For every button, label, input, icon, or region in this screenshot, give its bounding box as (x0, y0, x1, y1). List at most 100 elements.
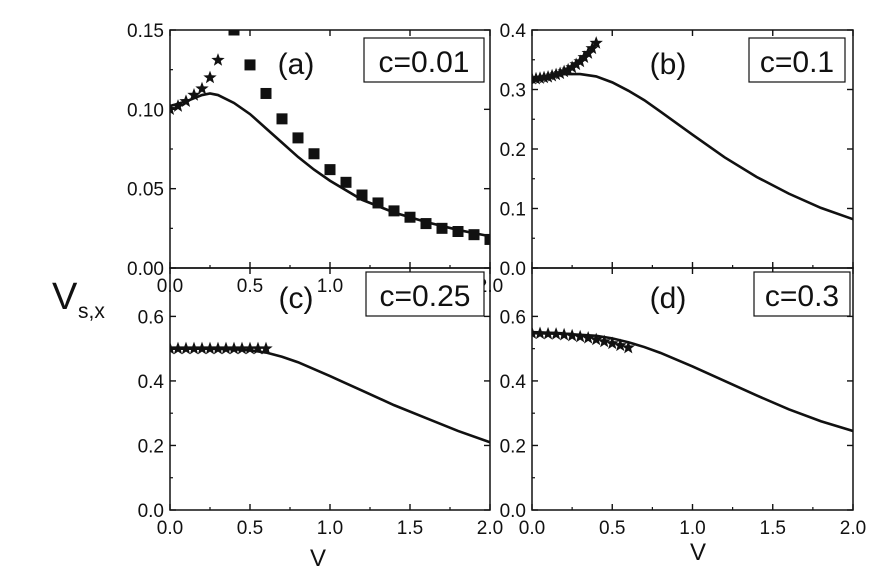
x-axis-label-right: V (690, 539, 706, 566)
x-tick-label: 0.5 (237, 518, 263, 539)
annotation-box (753, 271, 851, 317)
star-point (621, 340, 635, 354)
x-axis-label-left: V (310, 545, 326, 572)
star-point (565, 60, 579, 74)
y-tick-label: 0.4 (138, 372, 165, 393)
x-tick-label: 1.5 (397, 518, 423, 539)
square-point (324, 164, 336, 176)
square-point (260, 87, 272, 99)
star-point (171, 341, 185, 355)
y-tick-label: 0.2 (138, 436, 164, 457)
star-point (577, 50, 591, 64)
star-point (605, 336, 619, 350)
chart-panel-1: 0.000.050.100.150.00.51.01.52.0(a)c=0.01 (127, 21, 503, 297)
series-line (170, 347, 490, 444)
star-point (573, 54, 587, 68)
square-point (468, 229, 480, 241)
y-tick-label: 0.00 (127, 259, 164, 280)
star-point (589, 332, 603, 346)
square-point (404, 211, 416, 223)
chart-panel-2: 0.0 0.1 0.2 0.3 0.4 (b) c=0.1 (500, 21, 854, 280)
x-tick-label: 2.0 (840, 518, 866, 539)
y-tick-label: 0.10 (127, 100, 164, 121)
annotation-text: c=0.25 (380, 280, 471, 313)
plot-area (170, 341, 490, 444)
y-tick-label: 0.3 (500, 81, 526, 102)
star-point (569, 57, 583, 71)
x-tick-label: 0.0 (519, 518, 545, 539)
y-axis-label: V (52, 276, 78, 318)
star-point (537, 70, 551, 84)
y-tick-label: 0.15 (127, 21, 164, 42)
y-tick-label: 0.2 (500, 436, 526, 457)
star-point (553, 66, 567, 80)
annotation-box (748, 37, 846, 83)
star-point (211, 341, 225, 355)
x-tick-label: 0.5 (599, 518, 625, 539)
square-point (292, 132, 304, 144)
square-point (276, 113, 288, 125)
series-line (532, 331, 853, 433)
star-point (613, 338, 627, 352)
plot-area (532, 326, 853, 433)
square-point (388, 205, 400, 217)
y-tick-label: 0.0 (138, 501, 164, 522)
panel-label: (a) (278, 48, 315, 81)
plot-area (170, 30, 490, 245)
star-point (203, 341, 217, 355)
star-point (171, 99, 185, 112)
x-tick-label: 1.5 (760, 518, 786, 539)
star-point (187, 341, 201, 355)
star-point (251, 341, 265, 355)
star-point (573, 329, 587, 343)
star-point (585, 41, 599, 55)
x-tick-label: 0.0 (157, 518, 183, 539)
y-axis-label-subscript: s,x (78, 300, 105, 323)
x-tick-label: 0.5 (237, 276, 263, 297)
panel-label: (c) (279, 282, 314, 315)
y-tick-label: 0.1 (500, 200, 526, 221)
plot-area (532, 36, 853, 221)
square-point (356, 189, 368, 201)
star-point (179, 94, 193, 108)
star-point (565, 328, 579, 342)
y-tick-label: 0.0 (500, 501, 526, 522)
star-point (227, 341, 241, 355)
star-point (195, 341, 209, 355)
annotation-box (363, 37, 485, 83)
y-tick-label: 0.05 (127, 180, 164, 201)
star-point (533, 326, 547, 340)
square-point (228, 30, 240, 36)
star-point (581, 331, 595, 344)
star-point (259, 341, 273, 355)
star-point (561, 62, 575, 76)
star-point (203, 70, 217, 84)
star-point (557, 64, 571, 78)
star-point (179, 341, 193, 355)
x-tick-label: 2.0 (477, 518, 503, 539)
annotation-text: c=0.01 (379, 46, 470, 79)
star-point (533, 71, 547, 84)
star-point (545, 68, 559, 82)
y-tick-label: 0.2 (500, 140, 526, 161)
annotation-text: c=0.3 (765, 280, 839, 313)
x-tick-label: 1.0 (317, 276, 343, 297)
y-tick-label: 0.0 (500, 259, 526, 280)
star-point (235, 341, 249, 355)
star-point (549, 67, 563, 81)
star-point (541, 326, 555, 340)
annotation-text: c=0.1 (760, 46, 834, 79)
x-tick-label: 1.0 (317, 518, 343, 539)
star-point (243, 341, 257, 355)
y-tick-label: 0.6 (138, 307, 164, 328)
star-point (195, 81, 209, 95)
square-point (244, 59, 256, 71)
series-line (532, 72, 853, 221)
star-point (557, 327, 571, 341)
y-tick-label: 0.4 (500, 372, 527, 393)
square-point (340, 176, 352, 188)
y-tick-label: 0.6 (500, 307, 526, 328)
square-point (436, 222, 448, 234)
star-point (211, 53, 225, 66)
x-tick-label: 1.0 (679, 518, 705, 539)
